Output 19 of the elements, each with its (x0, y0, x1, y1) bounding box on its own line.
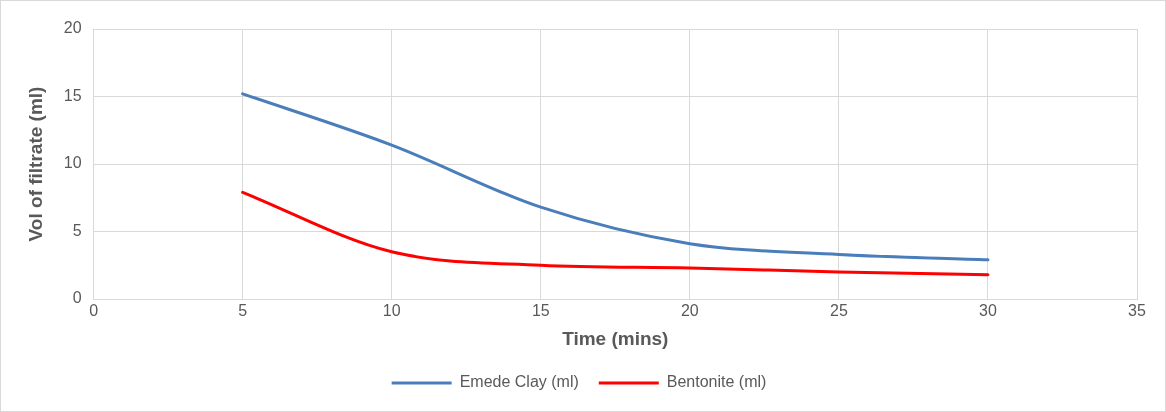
x-tick-label: 30 (979, 302, 997, 320)
x-tick-label: 15 (531, 302, 550, 320)
x-tick-label: 10 (382, 302, 401, 320)
y-tick-label: 15 (63, 86, 82, 104)
x-tick-label: 35 (1128, 302, 1146, 320)
y-axis-title: Vol of filtrate (ml) (24, 86, 46, 242)
line-series (241, 190, 990, 277)
y-tick-label: 10 (63, 154, 82, 172)
legend-label: Emede Clay (ml) (459, 373, 579, 391)
x-axis-title: Time (mins) (562, 327, 669, 349)
y-tick-label: 5 (72, 221, 82, 239)
legend-label: Bentonite (ml) (666, 373, 767, 391)
x-tick-label: 25 (829, 302, 848, 320)
x-tick-label: 0 (89, 302, 99, 320)
y-tick-label: 0 (72, 289, 82, 307)
y-tick-label: 20 (63, 19, 82, 37)
x-tick-label: 5 (238, 302, 248, 320)
x-tick-label: 20 (680, 302, 699, 320)
line-series (241, 92, 990, 262)
